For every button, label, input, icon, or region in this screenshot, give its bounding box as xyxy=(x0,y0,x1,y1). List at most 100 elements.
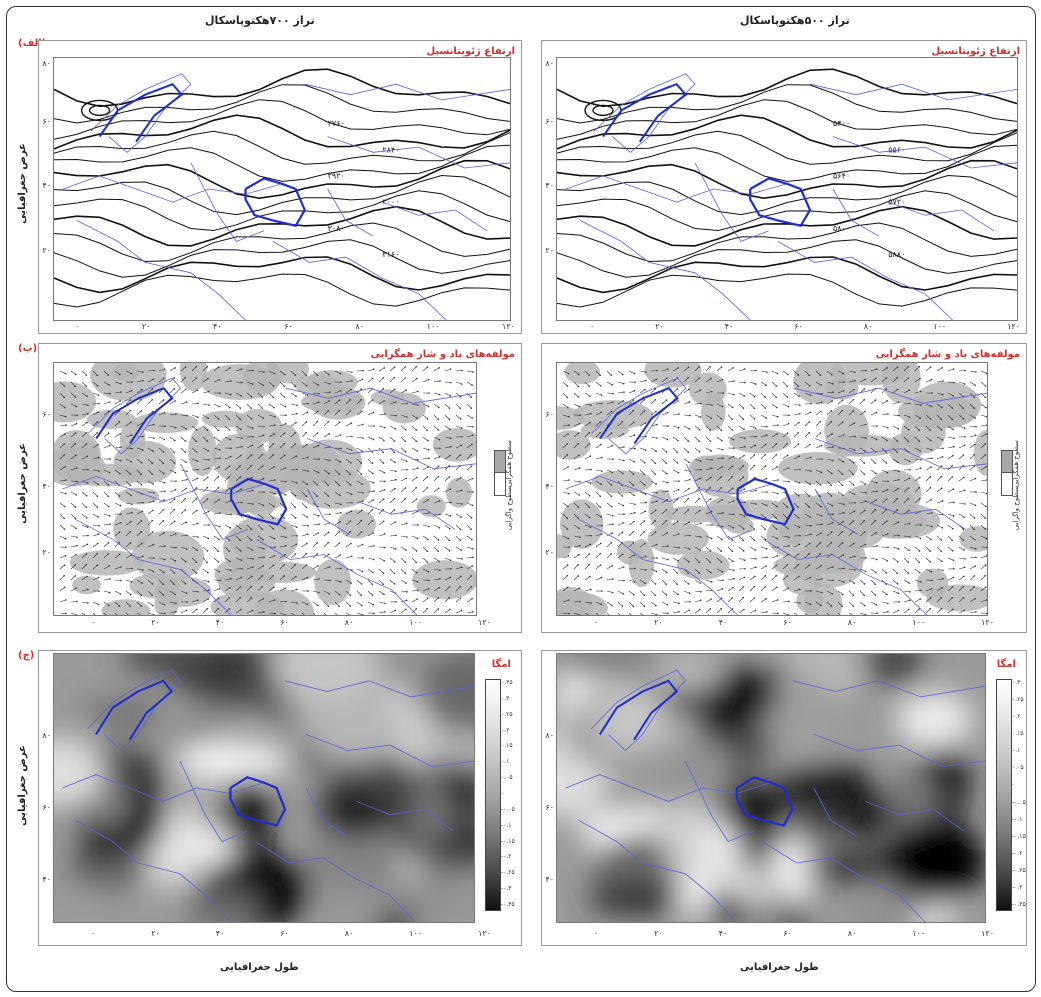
wind-arrow xyxy=(323,400,330,405)
legend-divergence-text: سطوح واگرایی xyxy=(505,486,513,531)
wind-arrow-head xyxy=(962,407,964,410)
wind-arrow xyxy=(683,521,690,526)
wind-arrow xyxy=(301,392,308,396)
wind-arrow-head xyxy=(909,402,911,405)
wind-arrow-head xyxy=(75,405,78,408)
wind-arrow xyxy=(639,511,646,515)
wind-arrow-head xyxy=(361,543,364,546)
wind-arrow-head xyxy=(439,577,441,580)
wind-arrow-head xyxy=(307,525,309,527)
wind-arrow-head xyxy=(185,461,187,464)
wind-arrow-head xyxy=(472,491,474,493)
wind-arrow-head xyxy=(643,594,646,597)
wind-arrow xyxy=(433,465,439,471)
wind-arrow-head xyxy=(361,570,364,573)
wind-arrow xyxy=(444,513,451,517)
wind-arrow-head xyxy=(743,515,746,517)
wind-arrow-head xyxy=(438,393,441,396)
wind-arrow-head xyxy=(688,609,691,612)
wind-arrow-head xyxy=(842,494,844,497)
wind-arrow-head xyxy=(665,509,668,511)
wind-arrow-head xyxy=(470,396,473,399)
wind-arrow-head xyxy=(754,575,756,578)
wind-arrow-head xyxy=(711,458,713,461)
wind-arrow-head xyxy=(329,513,331,516)
wind-arrow xyxy=(628,370,635,374)
country-border xyxy=(306,488,350,535)
wind-arrow-head xyxy=(74,563,77,566)
wind-arrow xyxy=(224,425,230,431)
wind-arrow xyxy=(147,590,153,596)
wind-arrow-head xyxy=(633,494,635,497)
wind-arrow-head xyxy=(459,539,462,541)
wind-arrow xyxy=(870,436,877,440)
omega-blob xyxy=(744,891,786,922)
wind-arrow xyxy=(760,403,766,409)
wind-arrow-head xyxy=(317,565,319,567)
wind-arrow xyxy=(661,568,668,573)
wind-arrow xyxy=(562,599,569,603)
wind-arrow-head xyxy=(885,572,888,574)
wind-arrow-head xyxy=(151,583,154,585)
wind-arrow xyxy=(606,513,613,517)
wind-arrow-head xyxy=(984,443,987,445)
wind-arrow xyxy=(422,425,428,431)
wind-arrow-head xyxy=(687,572,689,575)
geopotential-contour xyxy=(557,256,1017,294)
wind-arrow xyxy=(716,535,723,540)
wind-arrow-head xyxy=(152,450,154,453)
wind-arrow-head xyxy=(218,466,220,468)
wind-arrow-head xyxy=(63,586,66,589)
wind-arrow xyxy=(826,381,833,385)
wind-arrow-head xyxy=(567,466,569,468)
wind-arrow-head xyxy=(140,484,143,486)
wind-arrow-head xyxy=(599,506,602,508)
wind-arrow xyxy=(628,512,635,515)
wind-arrow xyxy=(936,557,943,562)
wind-arrow-head xyxy=(118,495,121,497)
wind-arrow xyxy=(323,502,330,506)
wind-arrow xyxy=(257,611,264,614)
wind-arrow xyxy=(705,403,712,406)
wind-arrow xyxy=(147,388,153,394)
wind-arrow-head xyxy=(722,457,724,459)
wind-arrow-head xyxy=(207,450,210,452)
wind-arrow xyxy=(925,597,931,603)
wind-arrow xyxy=(595,469,602,472)
wind-arrow-head xyxy=(887,413,889,415)
wind-arrow xyxy=(323,480,329,486)
wind-arrow-head xyxy=(766,556,768,559)
wind-arrow-head xyxy=(709,440,712,442)
wind-arrow xyxy=(92,381,98,387)
wind-arrow-head xyxy=(677,593,679,596)
wind-arrow-head xyxy=(974,548,977,550)
wind-arrow-head xyxy=(678,480,680,483)
wind-arrow xyxy=(257,546,264,550)
wind-arrow xyxy=(870,568,877,573)
wind-arrow-head xyxy=(416,467,419,470)
wind-arrow xyxy=(672,436,679,441)
wind-arrow xyxy=(301,457,308,460)
wind-arrow-head xyxy=(107,495,109,498)
wind-arrow-head xyxy=(775,454,778,456)
wind-arrow-head xyxy=(129,605,131,608)
wind-arrow xyxy=(323,566,330,570)
wind-arrow-head xyxy=(699,509,701,512)
wind-arrow xyxy=(738,465,744,471)
wind-arrow xyxy=(279,491,286,496)
wind-arrow xyxy=(859,447,866,452)
wind-arrow-head xyxy=(611,565,613,567)
wind-arrow-head xyxy=(632,530,635,533)
wind-arrow xyxy=(235,381,242,383)
wind-arrow-head xyxy=(261,443,264,446)
wind-arrow xyxy=(573,502,579,508)
wind-arrow xyxy=(760,370,767,373)
wind-arrow-head xyxy=(975,556,977,559)
wind-arrow-head xyxy=(764,585,767,588)
geopotential-contour xyxy=(54,222,510,263)
wind-arrow-head xyxy=(610,495,612,498)
wind-arrow xyxy=(848,612,853,615)
wind-arrow xyxy=(279,554,286,559)
wind-arrow xyxy=(815,445,822,449)
wind-arrow xyxy=(169,579,175,585)
